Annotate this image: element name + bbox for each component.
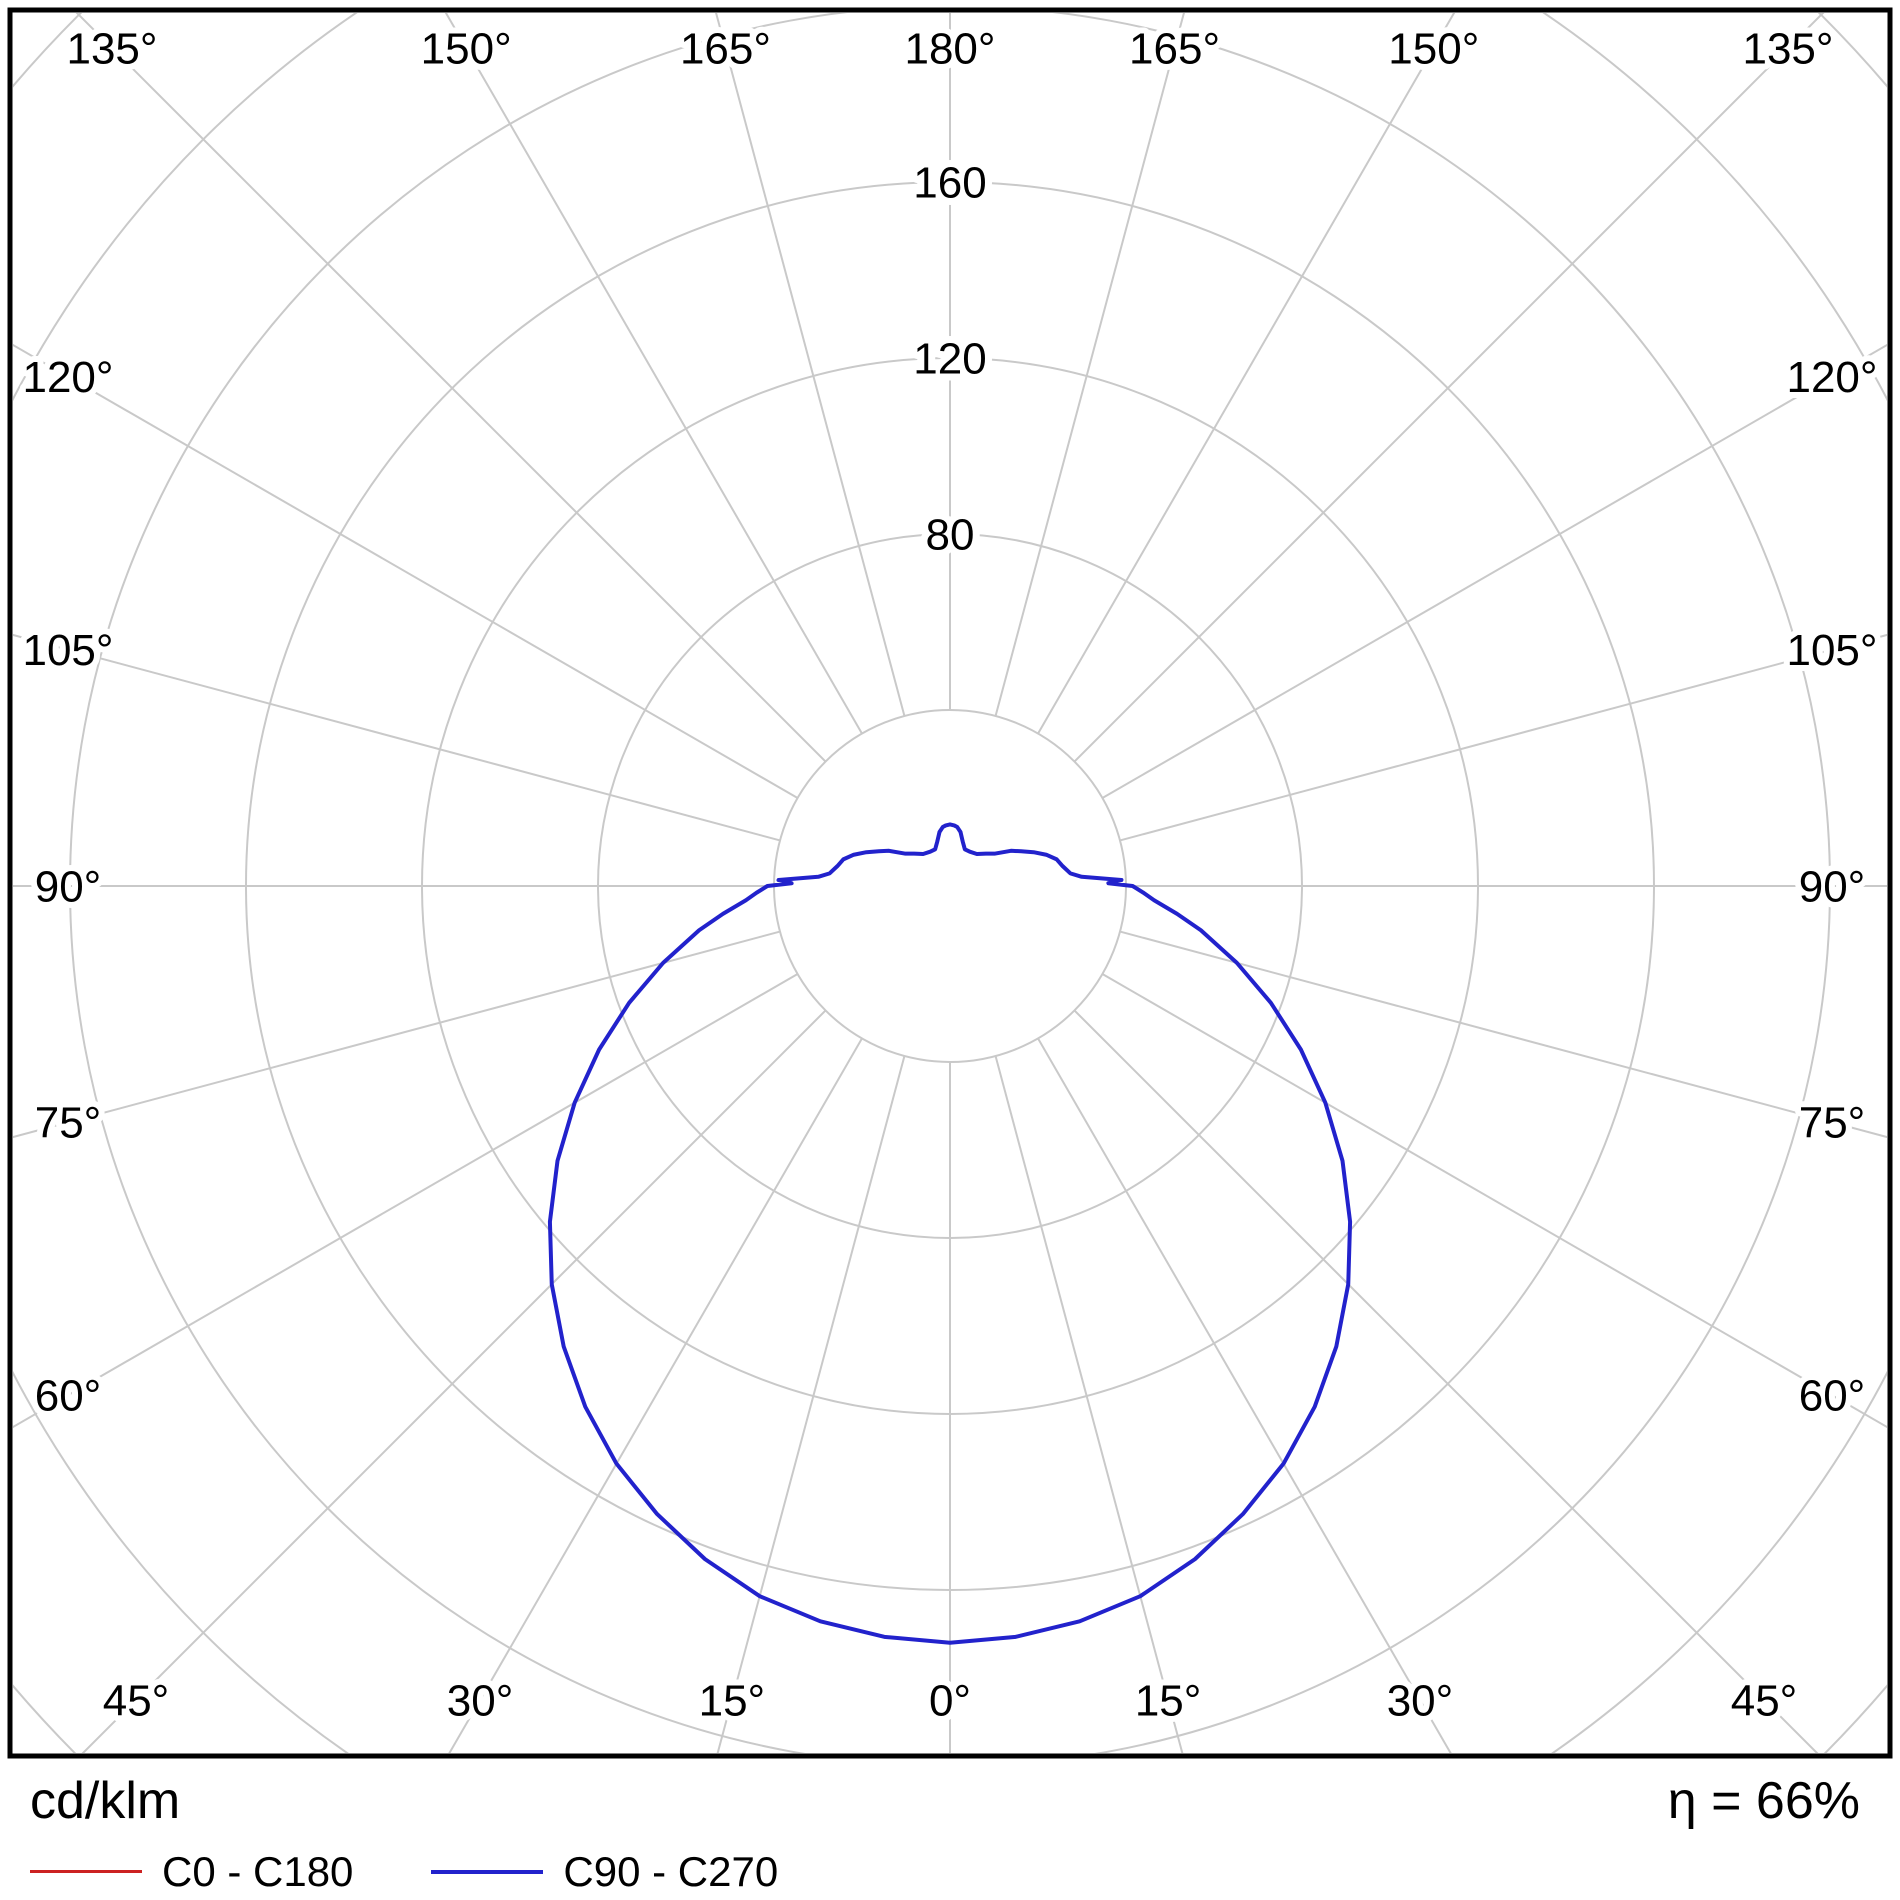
grid-spoke	[1073, 13, 1825, 763]
c0-c180-line-swatch	[30, 1870, 142, 1874]
grid-spoke	[448, 1037, 863, 1753]
grid-spoke	[13, 343, 799, 799]
legend-label-c90-c270: C90 - C270	[563, 1847, 779, 1895]
angle-tick-label: 15°	[699, 1676, 766, 1725]
c90-c270-curve	[547, 822, 1353, 1645]
angle-tick-label: 150°	[421, 24, 512, 73]
grid-spoke	[13, 973, 799, 1429]
grid-spoke	[444, 13, 863, 735]
grid-spoke	[1037, 13, 1456, 735]
angle-tick-label: 60°	[1799, 1372, 1866, 1421]
grid-spoke	[81, 1009, 827, 1753]
angle-tick-label: 75°	[1799, 1099, 1866, 1148]
angle-tick-label: 150°	[1388, 24, 1479, 73]
grid-spoke	[1037, 1037, 1452, 1753]
angle-tick-label: 165°	[1129, 24, 1220, 73]
grid-spoke	[1073, 1009, 1819, 1753]
legend-label-c0-c180: C0 - C180	[162, 1847, 354, 1895]
radial-tick-label: 120	[913, 334, 986, 383]
angle-tick-label: 105°	[22, 626, 113, 675]
c90-c270-line-swatch	[431, 1869, 544, 1874]
grid-spoke	[1101, 343, 1887, 799]
angle-tick-label: 15°	[1135, 1676, 1202, 1725]
angle-tick-label: 30°	[1387, 1676, 1454, 1725]
grid-spoke	[13, 633, 781, 842]
polar-grid	[13, 13, 1887, 1753]
angle-tick-label: 45°	[1731, 1676, 1798, 1725]
efficiency-label: η = 66%	[1667, 1772, 1860, 1830]
chart-footer: cd/klm η = 66% C0 - C180 C90 - C270	[0, 1768, 1900, 1900]
angle-tick-label: 120°	[1786, 353, 1877, 402]
angle-tick-label: 60°	[35, 1372, 102, 1421]
angle-tick-label: 135°	[66, 24, 157, 73]
grid-spoke	[994, 13, 1185, 717]
angle-tick-label: 180°	[904, 24, 995, 73]
angle-tick-label: 45°	[103, 1676, 170, 1725]
angle-tick-label: 90°	[35, 862, 102, 911]
grid-spoke	[1119, 633, 1887, 842]
radial-tick-label: 80	[926, 510, 975, 559]
grid-circle	[773, 709, 1127, 1063]
grid-spoke	[1119, 930, 1887, 1139]
legend: C0 - C180 C90 - C270	[30, 1847, 1860, 1895]
grid-spoke	[13, 930, 781, 1139]
radial-tick-label: 160	[913, 158, 986, 207]
grid-spoke	[1101, 973, 1887, 1429]
angle-tick-label: 135°	[1742, 24, 1833, 73]
unit-label: cd/klm	[30, 1772, 181, 1830]
grid-spoke	[994, 1055, 1184, 1753]
angle-tick-label: 0°	[929, 1676, 971, 1725]
polar-chart-canvas: 80 120 160 0° 15° 15° 30° 30° 45° 45° 60° 60° 75° 75°…	[7, 7, 1893, 1759]
grid-spoke	[715, 13, 906, 717]
chart-border	[7, 7, 1893, 1759]
grid-spoke	[75, 13, 827, 763]
angle-tick-label: 30°	[447, 1676, 514, 1725]
angle-tick-label: 90°	[1799, 862, 1866, 911]
legend-item-c90-c270: C90 - C270	[431, 1847, 779, 1895]
grid-spoke	[716, 1055, 906, 1753]
angle-tick-label: 165°	[680, 24, 771, 73]
angle-tick-label: 75°	[35, 1099, 102, 1148]
angle-tick-label: 120°	[22, 353, 113, 402]
footer-row: cd/klm η = 66%	[30, 1774, 1860, 1829]
angle-tick-label: 105°	[1786, 626, 1877, 675]
legend-item-c0-c180: C0 - C180	[30, 1847, 354, 1895]
